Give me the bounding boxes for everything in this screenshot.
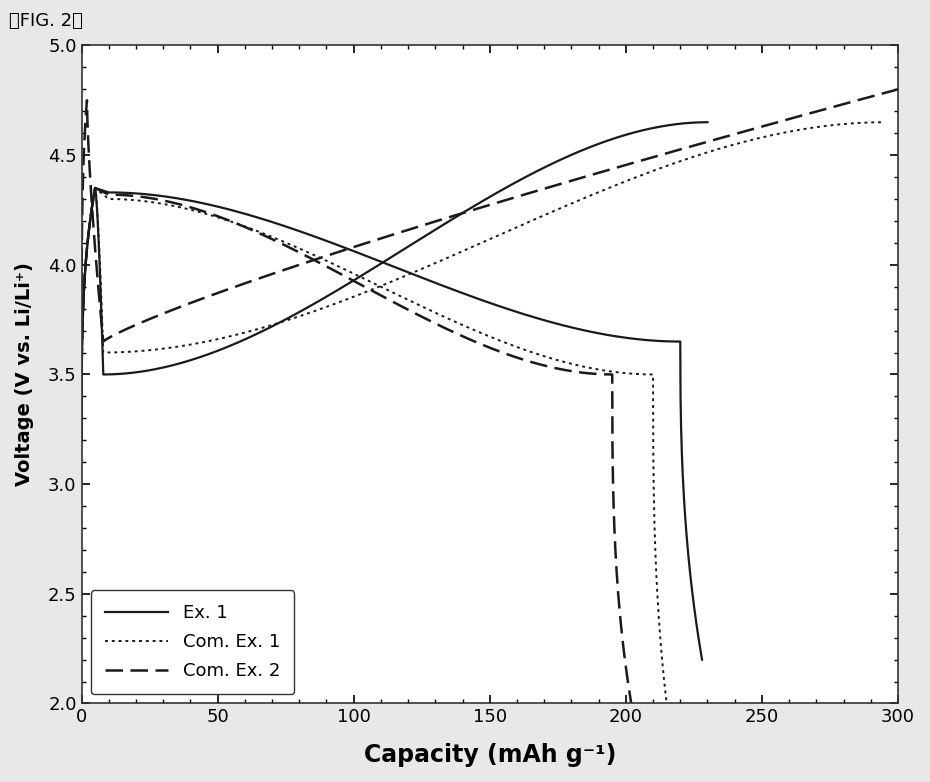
Com. Ex. 1: [521, 218, 532, 228]
Ex. 1: [90, 185, 101, 195]
Com. Ex. 1: [879, 117, 890, 127]
Com. Ex. 1: [90, 185, 101, 195]
Com. Ex. 2: [317, 253, 328, 262]
Y-axis label: Voltage (V vs. Li/Li⁺): Voltage (V vs. Li/Li⁺): [15, 263, 34, 486]
Legend: Ex. 1, Com. Ex. 1, Com. Ex. 2: Ex. 1, Com. Ex. 1, Com. Ex. 2: [90, 590, 295, 694]
Ex. 1: [76, 436, 87, 445]
Ex. 1: [425, 228, 436, 238]
Ex. 1: [702, 117, 713, 127]
Ex. 1: [80, 259, 91, 268]
Ex. 1: [109, 370, 120, 379]
Com. Ex. 2: [893, 84, 904, 94]
Com. Ex. 1: [112, 348, 123, 357]
Com. Ex. 1: [313, 305, 325, 314]
Com. Ex. 2: [79, 138, 90, 147]
Com. Ex. 2: [112, 328, 123, 338]
Com. Ex. 1: [80, 259, 91, 268]
Line: Com. Ex. 1: Com. Ex. 1: [82, 122, 884, 440]
Com. Ex. 1: [76, 436, 87, 445]
Ex. 1: [77, 301, 88, 310]
Com. Ex. 2: [77, 188, 88, 197]
X-axis label: Capacity (mAh g⁻¹): Capacity (mAh g⁻¹): [364, 743, 616, 767]
Com. Ex. 2: [527, 187, 538, 196]
Line: Com. Ex. 2: Com. Ex. 2: [82, 89, 898, 440]
Com. Ex. 1: [77, 301, 88, 310]
Text: 《FIG. 2》: 《FIG. 2》: [9, 12, 83, 30]
Line: Ex. 1: Ex. 1: [82, 122, 708, 440]
Com. Ex. 2: [76, 436, 87, 445]
Ex. 1: [265, 322, 276, 332]
Com. Ex. 2: [90, 252, 101, 261]
